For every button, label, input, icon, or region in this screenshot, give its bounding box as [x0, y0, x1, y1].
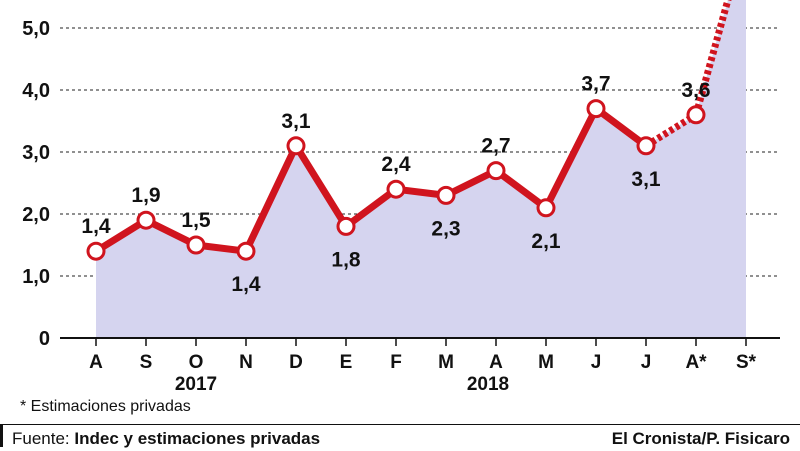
- footer: Fuente: Indec y estimaciones privadas El…: [0, 424, 800, 451]
- data-point: [436, 185, 456, 205]
- x-tick-label: F: [390, 352, 402, 373]
- x-axis: A S O N D E F M A M J J A* S* 2017 2018: [60, 337, 780, 395]
- data-point: [286, 136, 306, 156]
- footnote: * Estimaciones privadas: [20, 398, 191, 415]
- footer-bar: [0, 425, 3, 447]
- x-tick-label: A*: [685, 352, 707, 373]
- x-tick-label: O: [189, 352, 204, 373]
- data-label: 2,1: [531, 230, 561, 253]
- data-label: 1,5: [181, 209, 211, 232]
- series-line-estimate: [644, 111, 698, 149]
- data-label: 3,6: [681, 79, 710, 102]
- y-tick-label: 3,0: [22, 142, 50, 164]
- source-label: Fuente:: [12, 429, 70, 448]
- data-point: [386, 179, 406, 199]
- x-tick-label: A: [89, 352, 103, 373]
- data-label: 2,4: [381, 153, 411, 176]
- data-label: 1,9: [131, 184, 160, 207]
- x-tick-label: N: [239, 352, 253, 373]
- data-labels: 1,4 1,9 1,5 1,4 3,1 1,8 2,4 2,3 2,7 2,1 3,7 3,1 3,6: [81, 73, 710, 297]
- data-point: [486, 161, 506, 181]
- inflation-line-chart: 0 1,0 2,0 3,0 4,0 5,0 A S O N D E F M A M J J A* S* 2017 201…: [22, 0, 780, 395]
- data-label: 2,3: [431, 217, 460, 240]
- x-tick-label: A: [489, 352, 503, 373]
- y-tick-label: 0: [39, 328, 50, 350]
- year-label: 2017: [175, 374, 217, 395]
- x-tick-label: M: [438, 352, 454, 373]
- data-label: 3,1: [281, 110, 311, 133]
- data-label: 1,4: [81, 215, 111, 238]
- area-fill: [96, 0, 746, 338]
- data-point: [336, 216, 356, 236]
- x-tick-label: J: [591, 352, 602, 373]
- data-label: 1,8: [331, 248, 361, 271]
- x-tick-label: M: [538, 352, 554, 373]
- source-text: Indec y estimaciones privadas: [74, 429, 321, 448]
- data-point: [136, 210, 156, 230]
- x-tick-label: E: [340, 352, 353, 373]
- data-label: 3,7: [581, 73, 610, 96]
- y-axis: 0 1,0 2,0 3,0 4,0 5,0: [22, 18, 50, 350]
- x-tick-label: D: [289, 352, 303, 373]
- data-label: 2,7: [481, 135, 510, 158]
- credit: El Cronista/P. Fisicaro: [611, 429, 790, 448]
- source: Fuente: Indec y estimaciones privadas: [12, 429, 320, 449]
- y-tick-label: 4,0: [22, 80, 50, 102]
- data-point: [536, 198, 556, 218]
- data-point: [636, 136, 656, 156]
- series-line-estimate: [692, 0, 732, 116]
- data-label: 3,1: [631, 168, 661, 191]
- x-tick-label: S: [140, 352, 153, 373]
- y-tick-label: 5,0: [22, 18, 50, 40]
- data-point: [236, 241, 256, 261]
- y-tick-label: 2,0: [22, 204, 50, 226]
- data-point: [686, 105, 706, 125]
- data-point: [186, 235, 206, 255]
- data-point: [586, 99, 606, 119]
- x-tick-label: J: [641, 352, 652, 373]
- x-tick-label: S*: [736, 352, 757, 373]
- series-markers: [86, 99, 706, 261]
- y-tick-label: 1,0: [22, 266, 50, 288]
- data-label: 1,4: [231, 273, 261, 296]
- data-point: [86, 241, 106, 261]
- year-label: 2018: [467, 374, 509, 395]
